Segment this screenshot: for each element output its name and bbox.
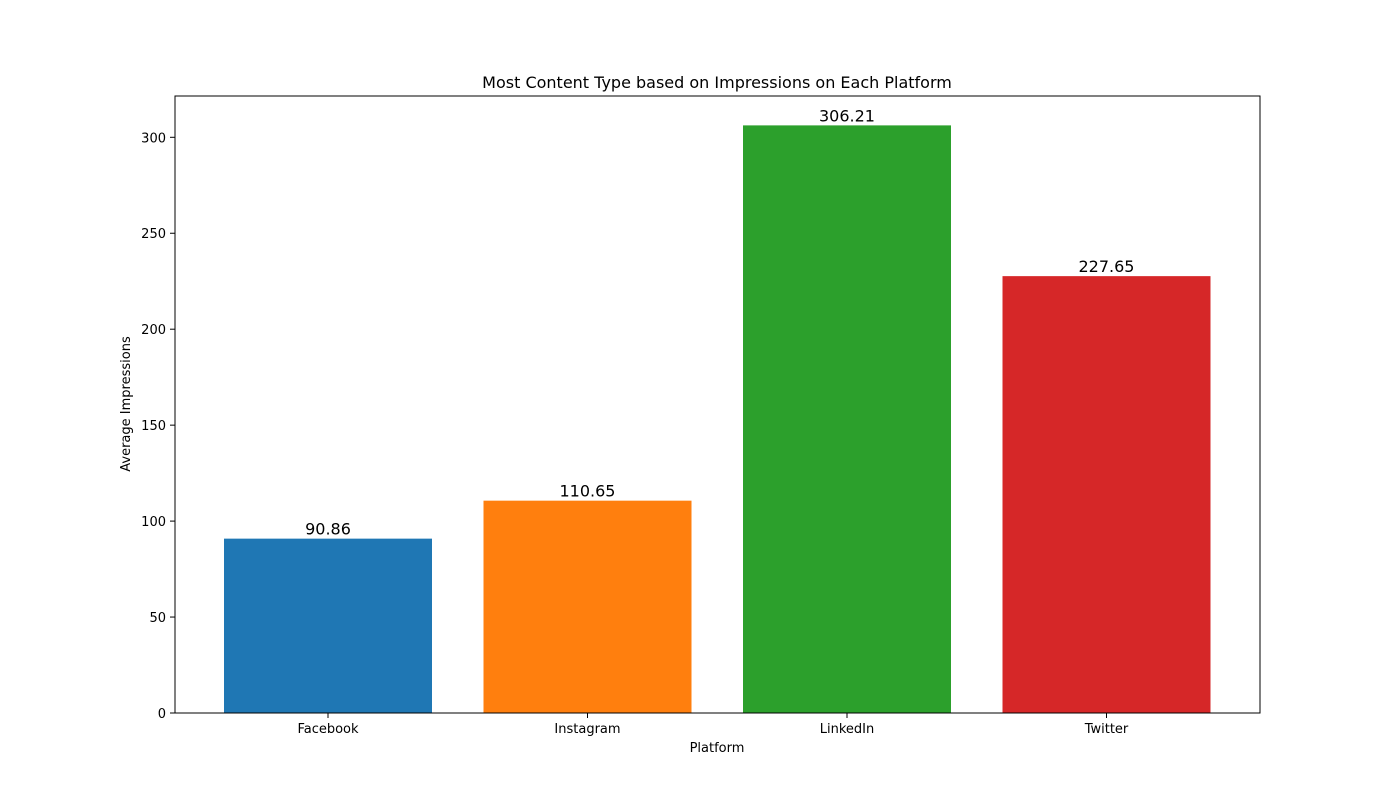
y-tick-label-0: 0 [158, 707, 166, 722]
x-tick-label-instagram: Instagram [554, 722, 620, 737]
x-tick-label-facebook: Facebook [297, 722, 359, 737]
x-tick-label-linkedin: LinkedIn [820, 722, 874, 737]
value-label-linkedin: 306.21 [819, 106, 875, 125]
y-tick-label-50: 50 [149, 611, 166, 626]
y-tick-label-300: 300 [141, 131, 166, 146]
y-tick-label-150: 150 [141, 419, 166, 434]
value-labels-layer: 90.86 110.65 306.21 227.65 [305, 106, 1134, 538]
y-tick-label-200: 200 [141, 323, 166, 338]
y-axis: 0 50 100 150 200 250 300 [141, 131, 175, 722]
y-tick-label-250: 250 [141, 227, 166, 242]
y-axis-label: Average Impressions [119, 336, 134, 472]
y-tick-label-100: 100 [141, 515, 166, 530]
bar-linkedin [743, 125, 951, 714]
x-axis-label: Platform [690, 741, 745, 756]
bar-twitter [1002, 276, 1211, 713]
value-label-twitter: 227.65 [1079, 257, 1135, 276]
chart-title: Most Content Type based on Impressions o… [482, 73, 952, 92]
plot-frame [174, 95, 1261, 714]
x-tick-label-twitter: Twitter [1084, 722, 1129, 737]
bars-layer [224, 125, 1211, 714]
x-axis: Facebook Instagram LinkedIn Twitter [297, 713, 1129, 737]
bar-instagram [483, 500, 692, 713]
bar-facebook [224, 538, 432, 713]
value-label-instagram: 110.65 [560, 482, 616, 501]
value-label-facebook: 90.86 [305, 520, 351, 539]
